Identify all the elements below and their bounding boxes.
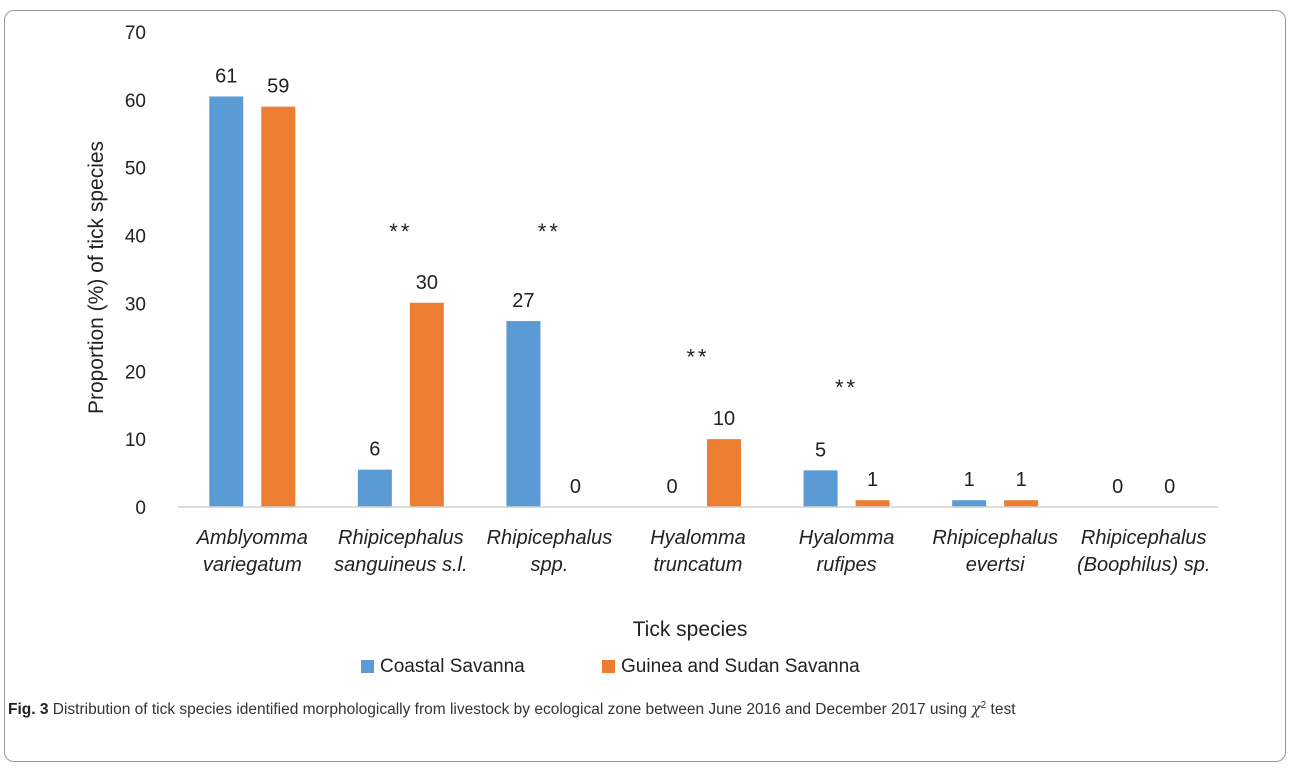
- legend-swatch-coastal: [361, 660, 374, 673]
- bar-guinea-sudan-0: [261, 106, 296, 508]
- bar-guinea-sudan-1: [409, 302, 444, 507]
- legend-label-coastal: Coastal Savanna: [380, 656, 525, 677]
- significance-marker-3: **: [835, 375, 858, 400]
- data-label-guinea-sudan-4: 1: [867, 469, 878, 491]
- y-axis-label: Proportion (%) of tick species: [85, 141, 108, 414]
- x-tick-label-3-line-0: Hyalomma: [650, 527, 746, 549]
- x-tick-label-3-line-1: truncatum: [654, 554, 743, 576]
- caption-tail: test: [990, 701, 1016, 719]
- x-tick-label-5-line-1: evertsi: [966, 554, 1025, 576]
- x-axis-label: Tick species: [633, 618, 748, 641]
- x-tick-label-6-line-0: Rhipicephalus: [1081, 527, 1207, 549]
- x-tick-label-1-line-0: Rhipicephalus: [338, 527, 464, 549]
- x-tick-label-2-line-1: spp.: [531, 554, 569, 576]
- bar-coastal-0: [209, 96, 244, 507]
- x-tick-label-0-line-0: Amblyomma: [196, 527, 308, 549]
- x-tick-label-5-line-0: Rhipicephalus: [932, 527, 1058, 549]
- significance-marker-2: **: [686, 345, 709, 370]
- data-label-coastal-3: 0: [666, 476, 677, 498]
- bar-coastal-4: [803, 470, 838, 507]
- data-label-guinea-sudan-2: 0: [570, 476, 581, 498]
- x-tick-label-4-line-0: Hyalomma: [799, 527, 895, 549]
- caption-chi-symbol: χ: [971, 700, 981, 719]
- y-tick-label-1: 10: [125, 430, 146, 451]
- y-tick-label-2: 20: [125, 362, 146, 383]
- y-tick-label-7: 70: [125, 23, 146, 44]
- x-tick-label-6-line-1: (Boophilus) sp.: [1077, 554, 1210, 576]
- data-label-coastal-2: 27: [512, 290, 534, 312]
- legend-label-guinea-sudan: Guinea and Sudan Savanna: [621, 656, 860, 677]
- y-tick-label-5: 50: [125, 159, 146, 180]
- data-label-guinea-sudan-6: 0: [1164, 476, 1175, 498]
- bar-coastal-2: [506, 321, 541, 507]
- y-tick-label-0: 0: [135, 498, 146, 519]
- data-label-coastal-5: 1: [964, 469, 975, 491]
- bar-coastal-1: [357, 469, 392, 507]
- legend-swatch-guinea-sudan: [602, 660, 615, 673]
- figure-frame: [4, 10, 1286, 762]
- caption-chi-superscript: 2: [980, 700, 987, 711]
- bar-coastal-5: [952, 500, 987, 507]
- y-tick-label-4: 40: [125, 227, 146, 248]
- x-tick-label-0-line-1: variegatum: [203, 554, 302, 576]
- data-label-guinea-sudan-3: 10: [713, 408, 735, 430]
- data-label-guinea-sudan-0: 59: [267, 76, 289, 98]
- data-label-coastal-4: 5: [815, 439, 826, 461]
- x-tick-label-2-line-0: Rhipicephalus: [487, 527, 613, 549]
- data-label-coastal-0: 61: [215, 65, 237, 87]
- caption-text: Distribution of tick species identified …: [52, 701, 967, 719]
- data-label-coastal-1: 6: [369, 439, 380, 461]
- y-tick-label-6: 60: [125, 91, 146, 112]
- figure-caption: Fig. 3 Distribution of tick species iden…: [8, 693, 1278, 722]
- bar-guinea-sudan-3: [707, 439, 741, 507]
- bar-guinea-sudan-4: [855, 500, 890, 507]
- significance-marker-1: **: [538, 219, 561, 244]
- data-label-coastal-6: 0: [1112, 476, 1123, 498]
- bar-guinea-sudan-5: [1004, 500, 1039, 507]
- caption-label: Fig. 3: [8, 701, 49, 719]
- data-label-guinea-sudan-5: 1: [1016, 469, 1027, 491]
- significance-marker-0: **: [389, 219, 412, 244]
- y-tick-label-3: 30: [125, 294, 146, 315]
- data-label-guinea-sudan-1: 30: [416, 272, 438, 294]
- x-tick-label-4-line-1: rufipes: [817, 554, 877, 576]
- x-tick-label-1-line-1: sanguineus s.l.: [334, 554, 467, 576]
